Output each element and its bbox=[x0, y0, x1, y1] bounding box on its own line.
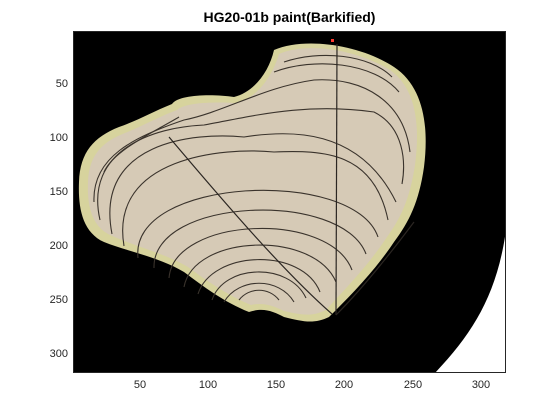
y-tick-label: 50 bbox=[55, 78, 68, 90]
y-tick-label: 300 bbox=[49, 348, 68, 360]
x-tick-label: 300 bbox=[471, 379, 491, 391]
x-tick-label: 250 bbox=[403, 379, 423, 391]
y-tick-label: 250 bbox=[49, 294, 68, 306]
radial-lines bbox=[168, 43, 415, 316]
x-tick-label: 100 bbox=[198, 379, 218, 391]
y-tick-label: 150 bbox=[49, 186, 68, 198]
y-tick-label: 200 bbox=[49, 240, 68, 252]
y-tick-label: 100 bbox=[49, 132, 68, 144]
growth-rings bbox=[93, 54, 411, 303]
pith-marker bbox=[331, 39, 334, 42]
x-tick-label: 150 bbox=[266, 379, 286, 391]
x-tick-label: 200 bbox=[334, 379, 354, 391]
x-tick-label: 50 bbox=[133, 379, 147, 391]
figure-title: HG20-01b paint(Barkified) bbox=[203, 9, 376, 25]
white-corner-region bbox=[435, 236, 505, 372]
tree-ring-image bbox=[74, 32, 505, 372]
image-axes[interactable] bbox=[73, 31, 506, 373]
